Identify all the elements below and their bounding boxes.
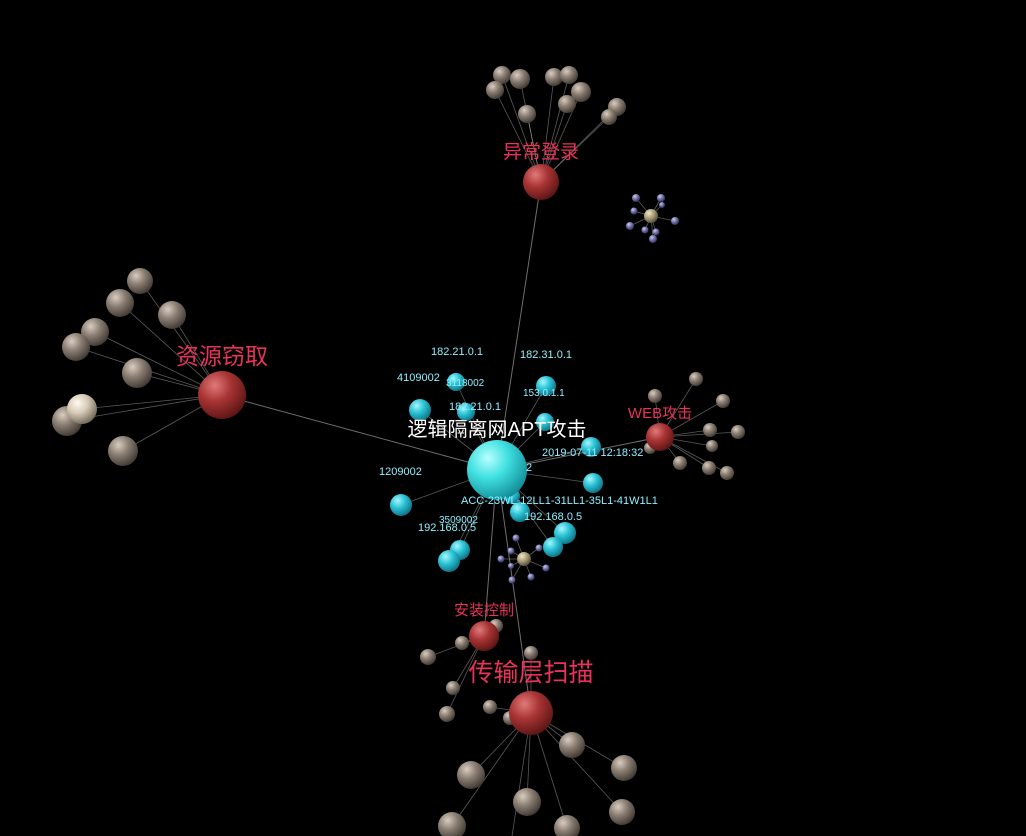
leaves-resource-theft[interactable] (52, 268, 186, 466)
ioc-label-ip-182-31: 182.31.0.1 (520, 349, 572, 361)
ioc-label-ip-192-b: 192.168.0.5 (418, 522, 476, 534)
ioc-nodes[interactable] (390, 373, 603, 572)
ioc-labels: 182.21.0.1 182.31.0.1 4109002 3118002 15… (379, 346, 658, 534)
edges-abnormal-login-leaves (494, 74, 618, 183)
category-node-install-control[interactable] (469, 621, 499, 651)
center-node[interactable] (467, 440, 527, 500)
category-node-transport-scan[interactable] (509, 691, 553, 735)
category-label-web-attack: WEB攻击 (628, 405, 692, 422)
category-label-transport-scan: 传输层扫描 (468, 659, 593, 687)
ioc-node[interactable] (583, 473, 603, 493)
ioc-label-acc-code: ACC-23WL-12LL1-31LL1-35L1-41W1L1 (461, 495, 658, 507)
ioc-label-id-3509002: 3509002 (439, 515, 478, 526)
edge-center-abnormal-login (496, 181, 542, 471)
ioc-label-timestamp: 2019-07-11 12:18:32 (542, 447, 643, 459)
edge-center-resource-theft (221, 394, 498, 471)
ioc-label-ip-182-21-b: 182.21.0.1 (449, 401, 501, 413)
ioc-node[interactable] (536, 413, 554, 431)
category-node-abnormal-login[interactable] (523, 164, 559, 200)
category-label-resource-theft: 资源窃取 (176, 343, 268, 369)
ioc-label-frag-2: 2 (526, 462, 532, 474)
category-node-web-attack[interactable] (646, 423, 674, 451)
leaves-web-attack[interactable] (644, 372, 745, 480)
ioc-label-id-3118002: 3118002 (446, 378, 485, 389)
center-label: 逻辑隔离网APT攻击 (408, 418, 587, 441)
leaves-transport-scan[interactable] (438, 646, 637, 836)
ioc-node[interactable] (438, 550, 460, 572)
satellite-hub-top[interactable] (644, 209, 658, 223)
ioc-label-ip-192-a: 192.168.0.5 (524, 511, 582, 523)
satellite-hub-bottom[interactable] (517, 552, 531, 566)
ioc-label-id-1209002: 1209002 (379, 466, 422, 478)
leaves-abnormal-login[interactable] (486, 66, 626, 125)
ioc-label-id-4109002: 4109002 (397, 372, 440, 384)
ioc-node[interactable] (510, 502, 530, 522)
ioc-node[interactable] (554, 522, 576, 544)
ioc-node[interactable] (543, 537, 563, 557)
ioc-node[interactable] (457, 403, 475, 421)
ioc-label-ip-153: 153.0.1.1 (523, 388, 565, 399)
ioc-label-ip-182-21-a: 182.21.0.1 (431, 346, 483, 358)
ioc-node[interactable] (409, 399, 431, 421)
ioc-node[interactable] (390, 494, 412, 516)
ioc-node[interactable] (536, 376, 556, 396)
satellite-cluster-top[interactable] (626, 194, 679, 243)
category-node-resource-theft[interactable] (198, 371, 246, 419)
ioc-node[interactable] (581, 437, 601, 457)
category-label-abnormal-login: 异常登录 (503, 141, 579, 163)
category-label-install-control: 安装控制 (454, 602, 514, 619)
edge-center-transport-scan (496, 469, 532, 714)
ioc-node[interactable] (447, 373, 465, 391)
leaves-install-control[interactable] (420, 619, 503, 722)
satellite-cluster-bottom[interactable] (497, 534, 550, 584)
